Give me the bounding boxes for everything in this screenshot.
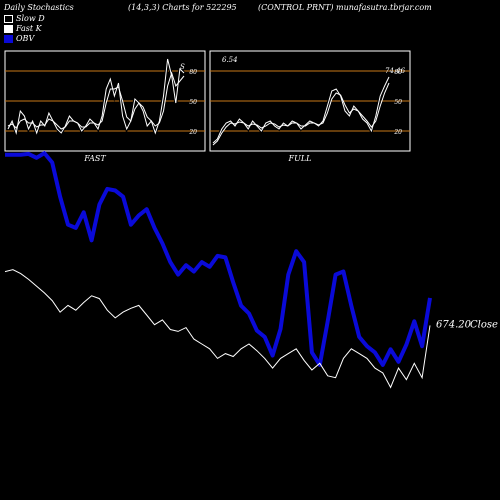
legend-label-slow-d: Slow D [16,14,45,23]
fast-series-slow-d [7,71,185,130]
full-series-outline [211,76,391,145]
full-panel-label: FULL [288,154,312,163]
close-price-value-label: 674.20 [436,319,472,330]
chart-title-right: (CONTROL PRNT) munafasutra.tbrjar.com [258,3,432,12]
full-start-label: 6.54 [222,56,238,64]
main-panel: 674.20 Close [4,151,498,389]
fast-end-label: S [180,63,185,71]
legend-item-fast-k: Fast K [4,24,42,33]
legend-swatch-slow-d [4,15,13,23]
legend-item-obv: OBV [4,34,34,43]
chart-title-left: Daily Stochastics [4,3,74,12]
full-ytick-label: 80 [394,69,402,76]
fast-series-outline [6,58,186,140]
obv-line [5,151,432,367]
full-panel: 80 50 20 74.46 6.54 FULL [209,50,411,163]
chart-title-mid: (14,3,3) Charts for 522295 [128,3,237,12]
fast-ytick-label: 50 [189,99,197,106]
legend-swatch-obv [4,35,13,43]
full-ytick-label: 50 [394,99,402,106]
close-price-suffix-label: Close [470,319,498,330]
fast-series-fast-k [7,58,185,135]
full-end-label: 74.46 [385,67,406,75]
fast-ytick-label: 20 [188,129,197,136]
close-price-line [4,269,431,389]
legend-label-obv: OBV [16,34,35,43]
fast-panel: 80 50 20 S FAST [4,50,206,163]
full-ytick-label: 20 [393,129,402,136]
full-series-slow-d [212,82,390,146]
fast-panel-label: FAST [83,154,106,163]
full-series-fast-k [212,76,390,144]
legend-item-slow-d: Slow D [4,14,45,23]
legend-label-fast-k: Fast K [16,24,42,33]
legend-swatch-fast-k [4,25,13,33]
fast-ytick-label: 80 [189,69,197,76]
